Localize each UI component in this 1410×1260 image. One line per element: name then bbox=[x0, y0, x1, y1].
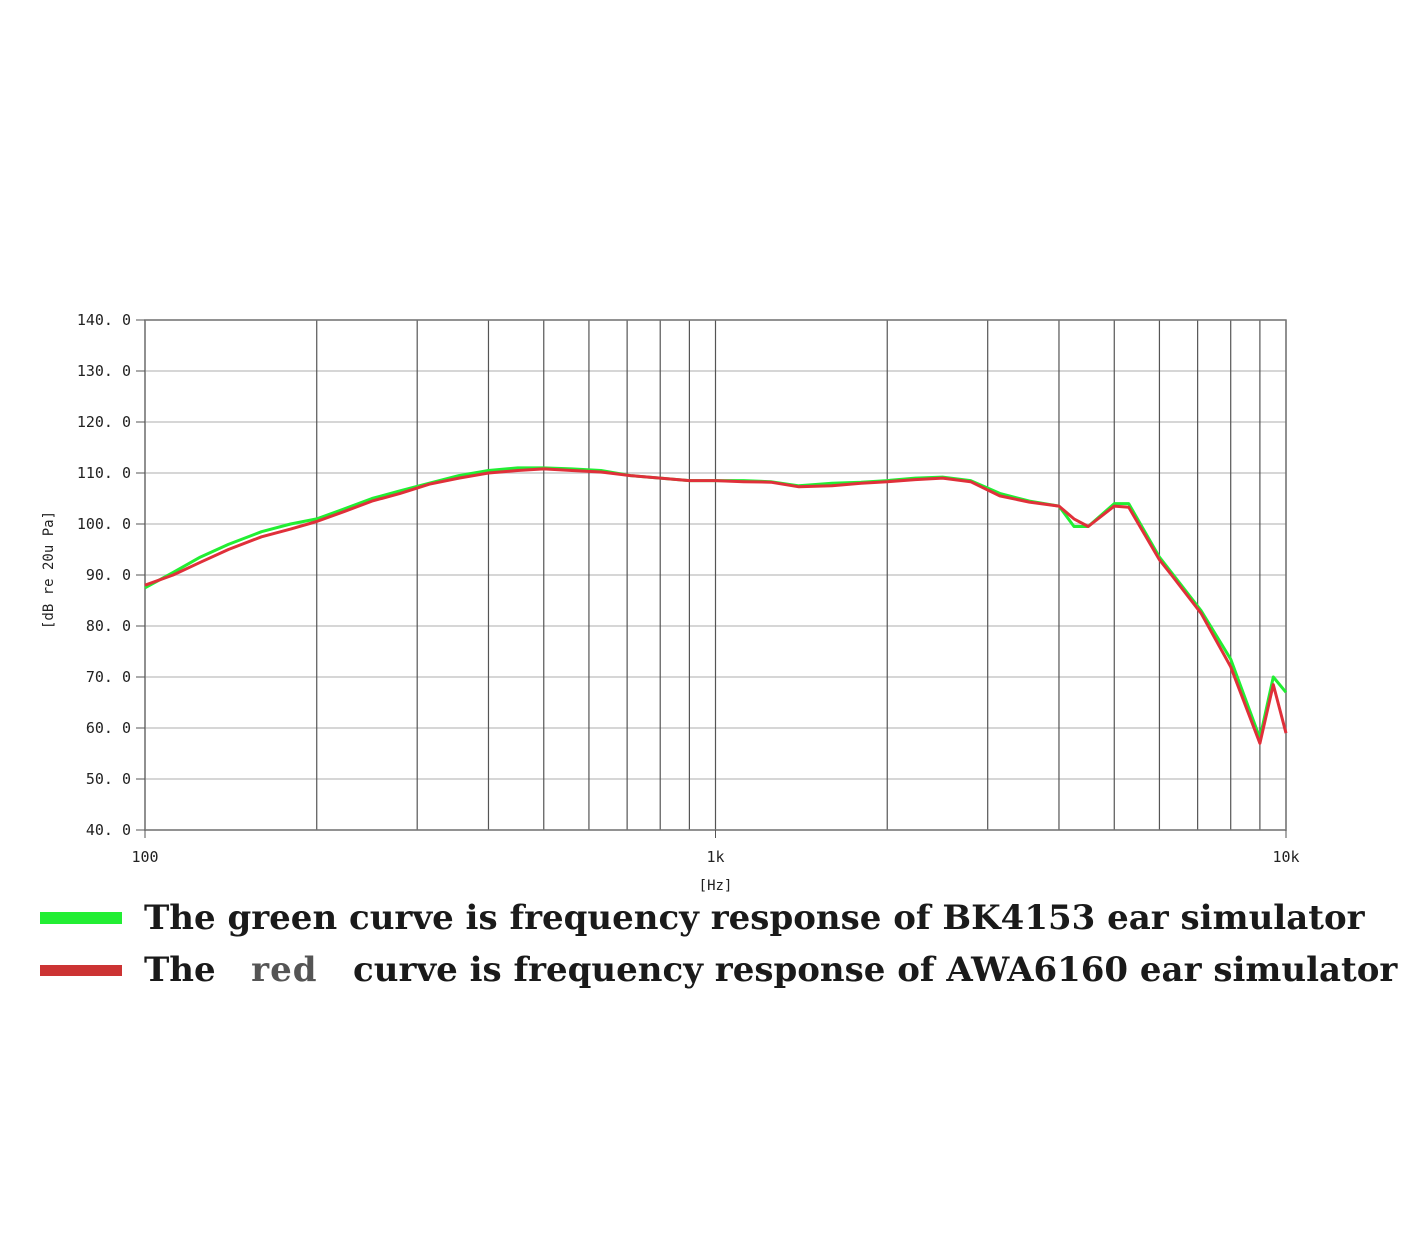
y-axis-ticks: 40. 0 50. 0 60. 0 70. 0 80. 0 90. 0 100. 0 110.… bbox=[77, 311, 145, 839]
y-tick-label: 90. 0 bbox=[86, 566, 131, 584]
y-tick-label: 100. 0 bbox=[77, 515, 131, 533]
vertical-gridlines bbox=[144, 320, 1287, 830]
x-tick-label: 10k bbox=[1272, 848, 1299, 866]
y-axis-label: [dB re 20u Pa] bbox=[41, 511, 57, 629]
y-tick-label: 40. 0 bbox=[86, 821, 131, 839]
legend-swatch-red bbox=[40, 964, 122, 976]
legend-text-green: The green curve is frequency response of… bbox=[144, 898, 1365, 938]
x-axis-label: [Hz] bbox=[699, 878, 733, 894]
y-tick-label: 50. 0 bbox=[86, 770, 131, 788]
y-tick-label: 140. 0 bbox=[77, 311, 131, 329]
legend-text-red: The red curve is frequency response of A… bbox=[144, 950, 1397, 990]
y-tick-label: 60. 0 bbox=[86, 719, 131, 737]
series-line-red bbox=[144, 467, 1288, 745]
y-tick-label: 110. 0 bbox=[77, 464, 131, 482]
x-tick-label: 1k bbox=[706, 848, 724, 866]
legend-swatch-green bbox=[40, 912, 122, 924]
y-tick-label: 120. 0 bbox=[77, 413, 131, 431]
legend-red-prefix: The bbox=[144, 950, 216, 990]
legend-red-suffix: curve is frequency response of AWA6160 e… bbox=[353, 950, 1398, 990]
x-tick-label: 100 bbox=[131, 848, 158, 866]
y-tick-label: 130. 0 bbox=[77, 362, 131, 380]
x-axis-ticks: 100 1k 10k bbox=[131, 830, 1300, 866]
series-layer bbox=[144, 466, 1288, 745]
legend-red-word: red bbox=[251, 950, 318, 990]
y-tick-label: 70. 0 bbox=[86, 668, 131, 686]
legend-item-red: The red curve is frequency response of A… bbox=[40, 945, 1397, 995]
y-tick-label: 80. 0 bbox=[86, 617, 131, 635]
legend-item-green: The green curve is frequency response of… bbox=[40, 893, 1380, 943]
